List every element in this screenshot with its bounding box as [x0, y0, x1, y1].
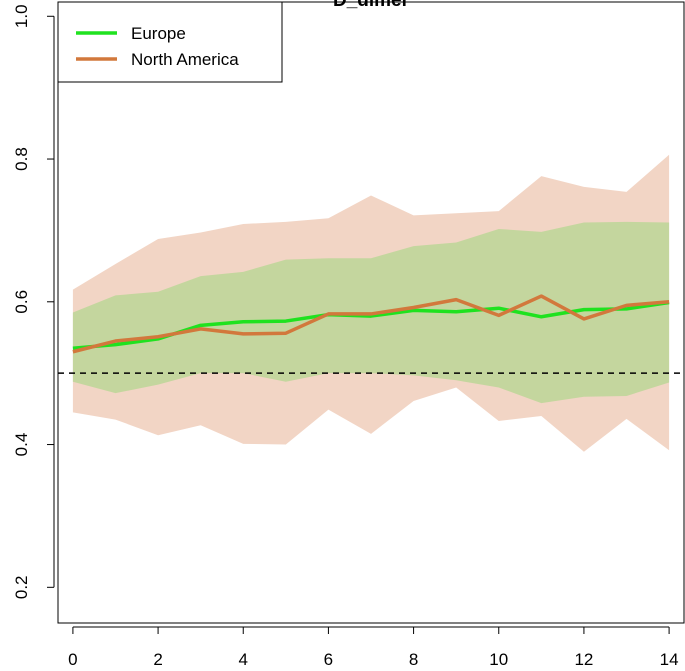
legend-label-north-america: North America — [131, 50, 239, 69]
y-tick-label: 0.4 — [12, 433, 31, 457]
legend: Europe North America — [57, 1, 283, 83]
y-tick-label: 0.8 — [12, 147, 31, 171]
x-axis: 0 2 4 6 8 10 12 14 — [68, 626, 679, 669]
x-tick-label: 4 — [239, 650, 248, 669]
x-tick-label: 8 — [409, 650, 418, 669]
confidence-bands — [72, 154, 670, 452]
north-america-line — [72, 294, 670, 354]
chart-title: D_dimer — [333, 0, 410, 11]
x-tick-label: 12 — [574, 650, 593, 669]
series-lines — [72, 294, 670, 354]
legend-box — [57, 1, 283, 83]
x-tick-label: 2 — [153, 650, 162, 669]
y-tick-label: 0.6 — [12, 290, 31, 314]
plot-frame — [57, 1, 685, 624]
x-tick-label: 14 — [660, 650, 679, 669]
y-tick-label: 0.2 — [12, 575, 31, 599]
x-tick-label: 10 — [489, 650, 508, 669]
x-tick-label: 6 — [324, 650, 333, 669]
y-axis: 0.2 0.4 0.6 0.8 1.0 — [12, 4, 55, 599]
y-tick-label: 1.0 — [12, 4, 31, 28]
legend-label-europe: Europe — [131, 24, 186, 43]
x-tick-label: 0 — [68, 650, 77, 669]
